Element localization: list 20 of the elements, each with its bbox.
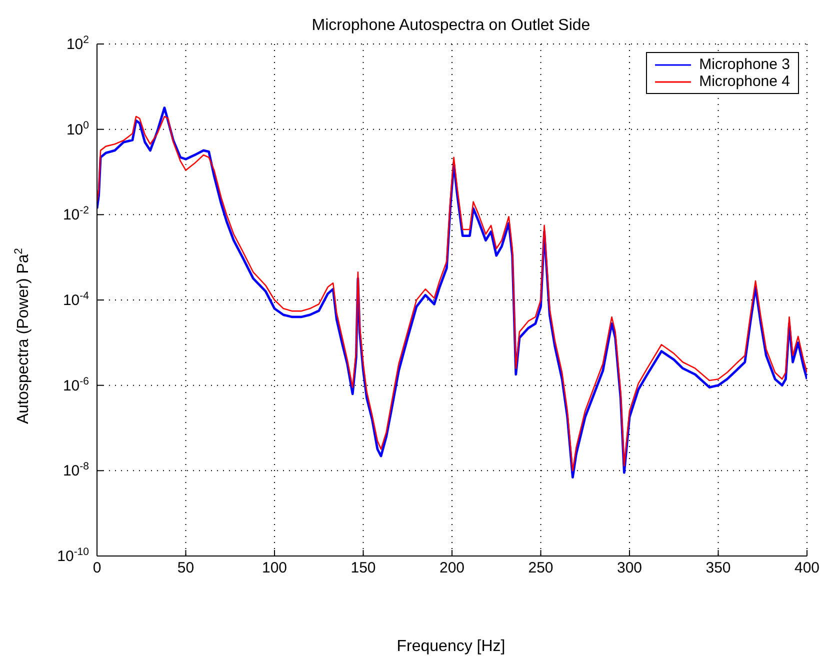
x-axis-title: Frequency [Hz] [396, 638, 506, 655]
x-tick-label: 0 [92, 560, 102, 577]
x-tick-label: 300 [616, 560, 642, 577]
y-tick-label: 10$^{-10}$ [57, 546, 90, 565]
y-tick-label: 10$^{-4}$ [62, 290, 90, 309]
y-tick-label: 10$^{-8}$ [62, 460, 90, 480]
chart-title: Microphone Autospectra on Outlet Side [312, 17, 590, 34]
x-tick-label: 350 [706, 560, 731, 577]
x-tick-label: 50 [177, 560, 194, 577]
x-tick-label: 250 [528, 560, 554, 577]
y-tick-label: 10$^{0}$ [66, 119, 90, 138]
x-tick-label: 400 [794, 560, 820, 577]
legend-label: Microphone 4 [699, 73, 790, 90]
x-tick-label: 200 [439, 560, 465, 577]
x-tick-label: 100 [262, 560, 288, 577]
y-tick-label: 10$^{-6}$ [62, 375, 90, 394]
y-tick-label: 10$^{-2}$ [62, 204, 90, 224]
x-tick-label: 150 [350, 560, 376, 577]
legend-label: Microphone 3 [699, 56, 790, 73]
y-tick-label: 10$^{2}$ [66, 34, 90, 53]
